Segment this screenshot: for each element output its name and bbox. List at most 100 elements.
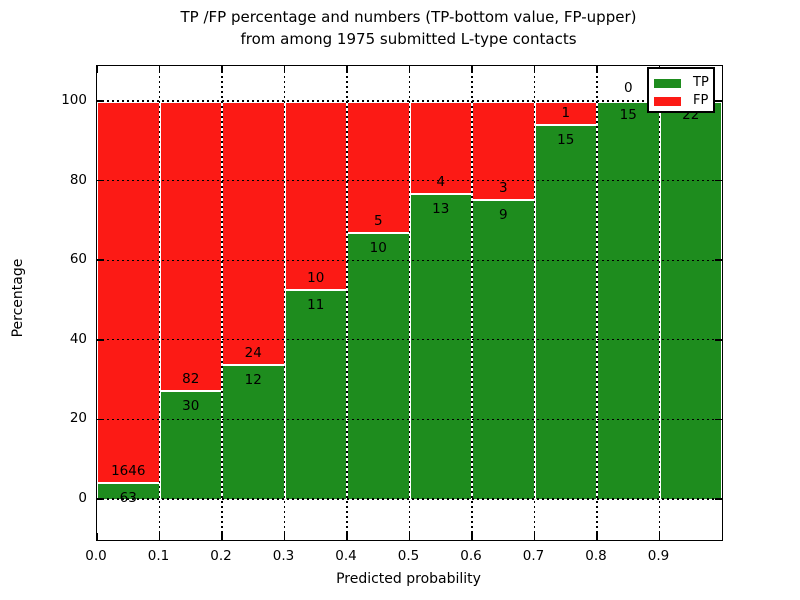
tp-segment xyxy=(598,101,659,499)
fp-segment xyxy=(160,101,221,393)
legend-item-fp: FP xyxy=(649,93,713,109)
v-gridline-0.9 xyxy=(658,66,661,540)
tp-count-label: 13 xyxy=(432,200,450,217)
v-gridline-0.3 xyxy=(283,66,286,540)
tp-count-label: 63 xyxy=(119,490,137,507)
x-tick-label-0.6: 0.6 xyxy=(460,548,482,564)
v-gridline-0.5 xyxy=(408,66,411,540)
fp-count-label: 5 xyxy=(373,212,383,229)
bar-bin-4 xyxy=(348,101,409,499)
tp-swatch-icon xyxy=(654,79,681,88)
tp-count-label: 9 xyxy=(498,206,508,223)
x-tick-bottom xyxy=(596,533,598,540)
y-tick-label-0: 0 xyxy=(78,490,87,506)
x-tick-bottom xyxy=(283,533,286,540)
y-tick-left xyxy=(97,100,104,102)
tp-segment xyxy=(98,484,159,499)
y-tick-label-60: 60 xyxy=(69,251,87,268)
chart-title-line-1: TP /FP percentage and numbers (TP-bottom… xyxy=(180,8,637,26)
fp-segment xyxy=(285,101,346,291)
x-tick-top xyxy=(471,66,473,73)
x-axis-label: Predicted probability xyxy=(336,571,481,587)
bar-bin-9 xyxy=(660,101,721,499)
y-tick-label-20: 20 xyxy=(69,410,87,427)
x-tick-top xyxy=(346,66,348,73)
fp-segment xyxy=(535,101,596,126)
x-tick-label-0.0: 0.0 xyxy=(85,548,107,564)
tp-count-label: 15 xyxy=(557,131,575,148)
x-tick-label-0.4: 0.4 xyxy=(335,548,357,564)
v-gridline-0.4 xyxy=(346,66,348,540)
y-tick-right xyxy=(715,418,722,421)
x-tick-top xyxy=(221,66,223,73)
legend-item-tp: TP xyxy=(649,75,713,91)
x-tick-top xyxy=(596,66,598,73)
fp-count-label: 3 xyxy=(498,179,508,196)
legend-label-fp: FP xyxy=(693,93,709,108)
x-tick-label-0.3: 0.3 xyxy=(272,548,295,564)
tp-segment xyxy=(348,233,409,499)
bar-bin-7 xyxy=(535,101,596,499)
x-tick-bottom xyxy=(658,533,661,540)
x-tick-bottom xyxy=(346,533,348,540)
x-tick-label-0.1: 0.1 xyxy=(147,548,170,564)
tp-segment xyxy=(535,125,596,499)
fp-count-label: 0 xyxy=(623,80,633,96)
tp-segment xyxy=(410,194,471,499)
bar-bin-3 xyxy=(285,101,346,499)
x-tick-top xyxy=(283,66,286,73)
tp-count-label: 30 xyxy=(182,398,200,415)
bar-bin-5 xyxy=(410,101,471,499)
y-tick-label-100: 100 xyxy=(61,92,87,108)
tp-count-label: 10 xyxy=(369,239,387,256)
y-tick-right xyxy=(715,259,722,261)
x-tick-label-0.5: 0.5 xyxy=(397,548,420,564)
x-tick-bottom xyxy=(533,533,536,540)
plot-area: 16466382302412101151041339115015022 xyxy=(96,65,723,541)
y-tick-right xyxy=(715,339,722,341)
bar-bin-6 xyxy=(473,101,534,499)
tp-segment xyxy=(285,290,346,499)
fp-segment xyxy=(98,101,159,485)
tp-count-label: 15 xyxy=(619,107,637,123)
fp-count-label: 1 xyxy=(561,104,571,121)
v-gridline-0.1 xyxy=(158,66,161,540)
tp-count-label: 12 xyxy=(244,372,262,389)
y-axis-label: Percentage xyxy=(10,258,26,338)
x-tick-bottom xyxy=(471,533,473,540)
chart-title-line-2: from among 1975 submitted L-type contact… xyxy=(240,30,577,48)
x-tick-label-0.7: 0.7 xyxy=(522,548,545,564)
y-tick-left xyxy=(97,179,104,182)
y-tick-right xyxy=(715,498,722,500)
legend: TP FP xyxy=(647,67,715,113)
y-tick-left xyxy=(97,498,104,500)
x-tick-bottom xyxy=(96,533,98,540)
tp-count-label: 11 xyxy=(307,296,325,313)
tp-segment xyxy=(223,366,284,499)
bar-bin-1 xyxy=(160,101,221,499)
x-tick-label-0.8: 0.8 xyxy=(585,548,607,564)
bar-bin-0 xyxy=(98,101,159,499)
fp-segment xyxy=(410,101,471,195)
x-tick-top xyxy=(158,66,161,73)
x-tick-bottom xyxy=(158,533,161,540)
v-gridline-0.2 xyxy=(221,66,223,540)
fp-segment xyxy=(223,101,284,367)
bar-bin-8 xyxy=(598,101,659,499)
x-tick-top xyxy=(96,66,98,73)
fp-count-label: 10 xyxy=(307,269,325,286)
y-tick-right xyxy=(715,100,722,102)
fp-count-label: 1646 xyxy=(111,463,146,480)
x-tick-top xyxy=(533,66,536,73)
y-tick-left xyxy=(97,259,104,261)
x-tick-label-0.9: 0.9 xyxy=(647,548,670,564)
fp-swatch-icon xyxy=(654,97,681,106)
y-tick-label-80: 80 xyxy=(69,171,87,188)
y-tick-left xyxy=(97,339,104,341)
fp-count-label: 24 xyxy=(244,345,262,362)
fp-count-label: 4 xyxy=(436,173,446,190)
fp-count-label: 82 xyxy=(182,371,200,388)
v-gridline-0.6 xyxy=(471,66,473,540)
tp-segment xyxy=(160,392,221,499)
fp-segment xyxy=(348,101,409,234)
